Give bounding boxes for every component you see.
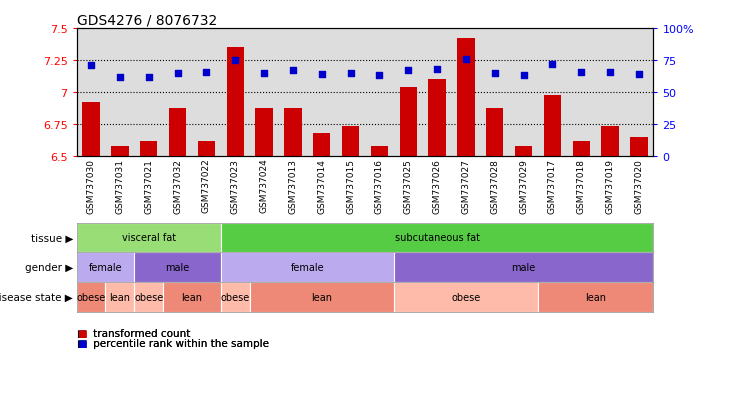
Point: [402, 68, 414, 74]
Text: visceral fat: visceral fat: [122, 233, 176, 243]
Bar: [371, 147, 388, 157]
Point: [575, 69, 587, 76]
Bar: [602, 126, 619, 157]
Point: [633, 72, 645, 78]
Bar: [429, 80, 446, 157]
Bar: [457, 39, 475, 157]
Text: subcutaneous fat: subcutaneous fat: [395, 233, 480, 243]
Bar: [515, 147, 532, 157]
Bar: [164, 282, 221, 312]
Point: [143, 74, 155, 81]
Bar: [221, 253, 394, 282]
Point: [374, 73, 385, 80]
Bar: [544, 95, 561, 157]
Text: male: male: [512, 263, 536, 273]
Bar: [255, 108, 273, 157]
Bar: [221, 223, 653, 253]
Point: [547, 62, 558, 68]
Bar: [221, 282, 250, 312]
Bar: [134, 253, 220, 282]
Bar: [250, 282, 394, 312]
Text: percentile rank within the sample: percentile rank within the sample: [93, 338, 269, 348]
Bar: [134, 282, 164, 312]
Point: [201, 69, 212, 76]
Point: [229, 57, 241, 64]
Text: ■  transformed count: ■ transformed count: [77, 328, 190, 338]
Point: [460, 56, 472, 63]
Bar: [105, 282, 134, 312]
Bar: [630, 138, 648, 157]
Bar: [399, 88, 417, 157]
Text: ■  percentile rank within the sample: ■ percentile rank within the sample: [77, 338, 269, 348]
Point: [431, 66, 443, 73]
Bar: [77, 253, 134, 282]
Bar: [77, 223, 220, 253]
Text: disease state ▶: disease state ▶: [0, 292, 73, 302]
Text: lean: lean: [585, 292, 606, 302]
Text: gender ▶: gender ▶: [25, 263, 73, 273]
Bar: [313, 134, 331, 157]
Text: lean: lean: [311, 292, 332, 302]
Bar: [82, 103, 100, 157]
Text: obese: obese: [451, 292, 480, 302]
Bar: [486, 108, 504, 157]
Text: ■: ■: [77, 328, 86, 338]
Text: lean: lean: [110, 292, 131, 302]
Bar: [140, 142, 158, 157]
Point: [85, 63, 97, 69]
Bar: [226, 48, 244, 157]
Text: female: female: [88, 263, 123, 273]
Bar: [538, 282, 653, 312]
Bar: [284, 108, 301, 157]
Point: [258, 70, 270, 77]
Text: GDS4276 / 8076732: GDS4276 / 8076732: [77, 14, 217, 28]
Text: obese: obese: [134, 292, 164, 302]
Text: lean: lean: [182, 292, 202, 302]
Point: [287, 68, 299, 74]
Bar: [394, 282, 538, 312]
Text: male: male: [166, 263, 190, 273]
Text: ■: ■: [77, 338, 86, 348]
Point: [114, 74, 126, 81]
Text: tissue ▶: tissue ▶: [31, 233, 73, 243]
Bar: [77, 282, 105, 312]
Point: [489, 70, 501, 77]
Bar: [198, 142, 215, 157]
Text: obese: obese: [77, 292, 106, 302]
Text: transformed count: transformed count: [93, 328, 190, 338]
Text: female: female: [291, 263, 324, 273]
Point: [345, 70, 356, 77]
Bar: [111, 147, 128, 157]
Bar: [169, 108, 186, 157]
Point: [604, 69, 616, 76]
Bar: [572, 142, 590, 157]
Point: [316, 72, 328, 78]
Text: obese: obese: [220, 292, 250, 302]
Point: [518, 73, 529, 80]
Point: [172, 70, 183, 77]
Bar: [394, 253, 653, 282]
Bar: [342, 126, 359, 157]
